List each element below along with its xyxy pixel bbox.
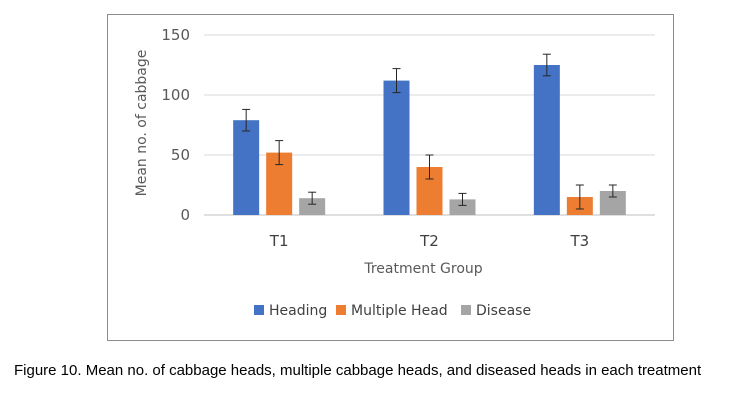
x-axis-title: Treatment Group — [363, 261, 482, 277]
legend-label-heading: Heading — [269, 303, 327, 319]
legend-swatch-multiple-head — [336, 305, 346, 315]
bar-chart: 0 50 100 150 T1 T2 T3 Treatment Group Mean no. o… — [134, 26, 655, 319]
legend-label-multiple-head: Multiple Head — [351, 303, 448, 319]
legend-swatch-heading — [254, 305, 264, 315]
y-tick-label-100: 100 — [161, 86, 190, 104]
y-tick-label-0: 0 — [180, 206, 190, 224]
x-tick-label-t1: T1 — [269, 232, 289, 250]
x-tick-label-t2: T2 — [419, 232, 439, 250]
y-axis-title: Mean no. of cabbage — [134, 50, 150, 197]
x-tick-label-t3: T3 — [569, 232, 589, 250]
y-tick-label-150: 150 — [161, 26, 190, 44]
bar-disease-t2 — [449, 199, 476, 215]
bar-heading-t3 — [533, 65, 560, 215]
figure-caption: Figure 10. Mean no. of cabbage heads, mu… — [14, 362, 702, 379]
legend-label-disease: Disease — [476, 303, 531, 319]
y-tick-label-50: 50 — [171, 146, 190, 164]
legend-swatch-disease — [461, 305, 471, 315]
bar-disease-t1 — [299, 198, 326, 215]
chart-frame: 0 50 100 150 T1 T2 T3 Treatment Group Mean no. o… — [107, 14, 674, 341]
bar-heading-t1 — [233, 120, 260, 215]
bar-heading-t2 — [383, 80, 410, 215]
